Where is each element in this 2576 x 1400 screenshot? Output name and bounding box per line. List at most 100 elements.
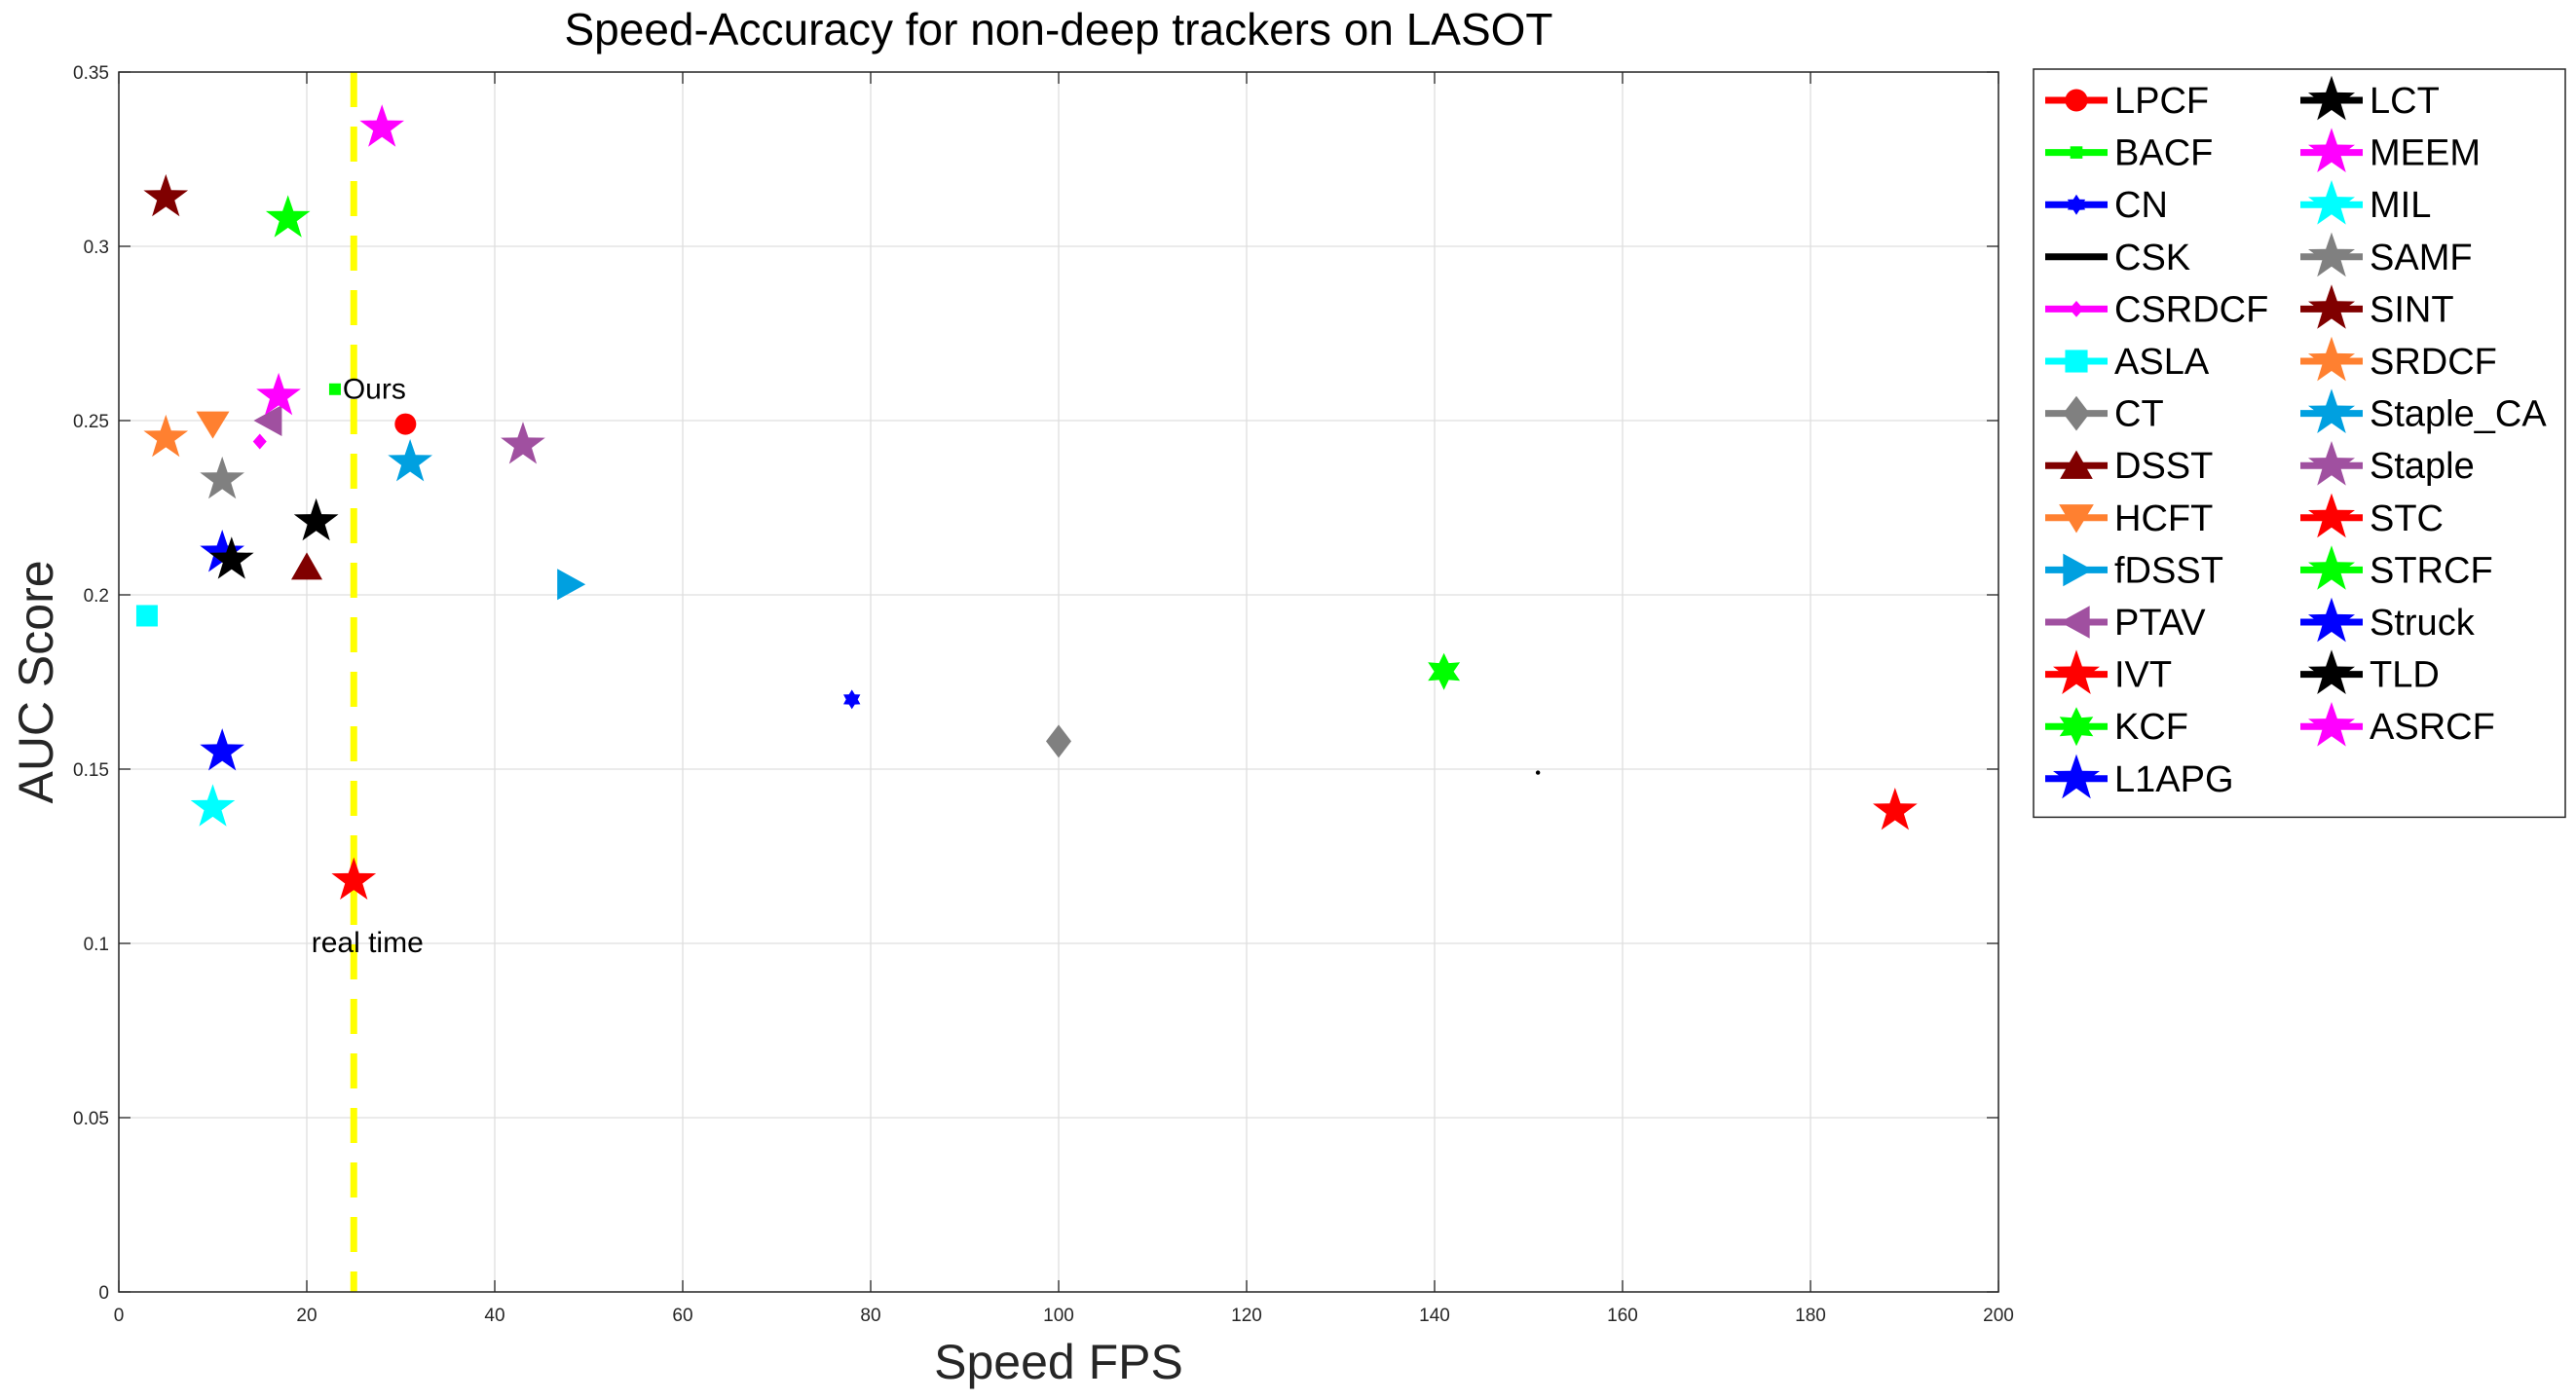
legend-marker (2073, 254, 2079, 260)
annotation-ours: Ours (343, 374, 406, 406)
x-tick-label: 40 (484, 1306, 504, 1326)
legend-marker (2060, 450, 2093, 479)
legend-marker (2053, 649, 2100, 694)
chart-title: Speed-Accuracy for non-deep trackers on … (564, 4, 1552, 55)
marker-asla (135, 605, 158, 627)
y-tick-label: 0 (98, 1283, 109, 1304)
y-axis-title: AUC Score (9, 560, 63, 803)
legend-marker (2070, 146, 2083, 159)
legend-label: STRCF (2370, 550, 2493, 591)
legend-item-csrdcf: CSRDCF (2045, 289, 2268, 330)
legend-item-asla: ASLA (2045, 342, 2210, 383)
legend-item-tld: TLD (2300, 649, 2440, 696)
legend-label: MEEM (2370, 133, 2481, 174)
legend-marker (2067, 194, 2086, 215)
legend-label: fDSST (2114, 550, 2223, 591)
legend-label: HCFT (2114, 498, 2213, 539)
legend-label: SRDCF (2370, 342, 2497, 383)
legend-label: SAMF (2370, 238, 2473, 278)
legend-label: SINT (2370, 289, 2454, 330)
legend-label: L1APG (2114, 759, 2234, 800)
legend-item-ivt: IVT (2045, 649, 2172, 696)
legend-label: IVT (2114, 655, 2172, 696)
legend-label: BACF (2114, 133, 2213, 174)
marker-meem (256, 372, 301, 416)
legend-marker (2063, 395, 2090, 431)
x-tick-label: 120 (1231, 1306, 1262, 1326)
legend-label: ASLA (2114, 342, 2210, 383)
y-tick-label: 0.1 (84, 935, 109, 955)
x-tick-label: 20 (296, 1306, 317, 1326)
legend-marker (2069, 301, 2084, 317)
legend-marker (2059, 504, 2094, 534)
y-tick-label: 0.25 (73, 412, 109, 432)
marker-staple-ca (388, 439, 432, 482)
x-tick-label: 0 (114, 1306, 125, 1326)
legend-label: Staple_CA (2370, 394, 2547, 435)
legend-item-mil: MIL (2300, 180, 2431, 226)
legend-label: KCF (2114, 707, 2188, 748)
marker-lct (293, 497, 339, 541)
legend: LPCF BACF CN CSK CSRDCF ASLA CT DSST HCFT fDSST PT… (2033, 68, 2566, 819)
marker-ivt (331, 857, 377, 900)
legend-box (2033, 68, 2566, 819)
legend-item-sint: SINT (2300, 284, 2454, 330)
legend-marker (2308, 493, 2355, 538)
x-axis-title: Speed FPS (934, 1335, 1183, 1389)
marker-bacf (328, 383, 341, 395)
legend-item-lct: LCT (2300, 75, 2440, 122)
real-time-label: real time (312, 927, 424, 959)
legend-label: Staple (2370, 446, 2475, 487)
legend-label: CSK (2114, 238, 2190, 278)
marker-ct (1046, 724, 1071, 758)
legend-item-asrcf: ASRCF (2300, 702, 2495, 748)
x-tick-label: 80 (860, 1306, 880, 1326)
legend-label: ASRCF (2370, 707, 2495, 748)
legend-item-bacf: BACF (2045, 133, 2213, 174)
annotations: Ours real time (312, 374, 424, 959)
legend-label: TLD (2370, 655, 2440, 696)
y-tick-label: 0.15 (73, 760, 109, 781)
legend-item-cn: CN (2045, 185, 2168, 226)
legend-marker (2308, 128, 2355, 172)
legend-label: CSRDCF (2114, 289, 2268, 330)
marker-csrdcf (252, 433, 267, 450)
legend-marker (2308, 232, 2355, 277)
legend-item-kcf: KCF (2045, 707, 2188, 748)
legend-marker (2063, 553, 2093, 587)
marker-asrcf (359, 104, 404, 147)
legend-marker (2308, 545, 2355, 590)
legend-marker (2053, 754, 2100, 799)
y-tick-label: 0.3 (84, 238, 109, 258)
legend-item-lpcf: LPCF (2045, 81, 2209, 122)
legend-item-staple-ca: Staple_CA (2300, 388, 2547, 435)
marker-l1apg (200, 728, 244, 771)
legend-marker (2308, 649, 2355, 694)
x-tick-label: 200 (1983, 1306, 2014, 1326)
marker-fdsst (557, 569, 586, 601)
marker-lpcf (394, 413, 417, 435)
legend-marker (2308, 388, 2355, 433)
legend-marker (2065, 350, 2088, 373)
marker-staple (501, 422, 545, 464)
legend-label: CN (2114, 185, 2168, 226)
legend-marker (2308, 597, 2355, 643)
y-tick-label: 0.05 (73, 1109, 109, 1129)
legend-marker (2308, 336, 2355, 382)
legend-item-ct: CT (2045, 394, 2164, 435)
y-tick-label: 0.2 (84, 586, 109, 607)
marker-mil (190, 784, 236, 827)
legend-label: STC (2370, 498, 2444, 539)
legend-item-strcf: STRCF (2300, 545, 2493, 591)
marker-stc (1873, 788, 1918, 830)
legend-label: LPCF (2114, 81, 2209, 122)
x-tick-label: 100 (1043, 1306, 1074, 1326)
legend-label: CT (2114, 394, 2164, 435)
marker-dsst (291, 552, 322, 580)
x-tick-label: 60 (672, 1306, 692, 1326)
legend-label: DSST (2114, 446, 2213, 487)
marker-ptav (253, 405, 282, 436)
legend-marker (2308, 180, 2355, 225)
legend-item-srdcf: SRDCF (2300, 336, 2497, 383)
